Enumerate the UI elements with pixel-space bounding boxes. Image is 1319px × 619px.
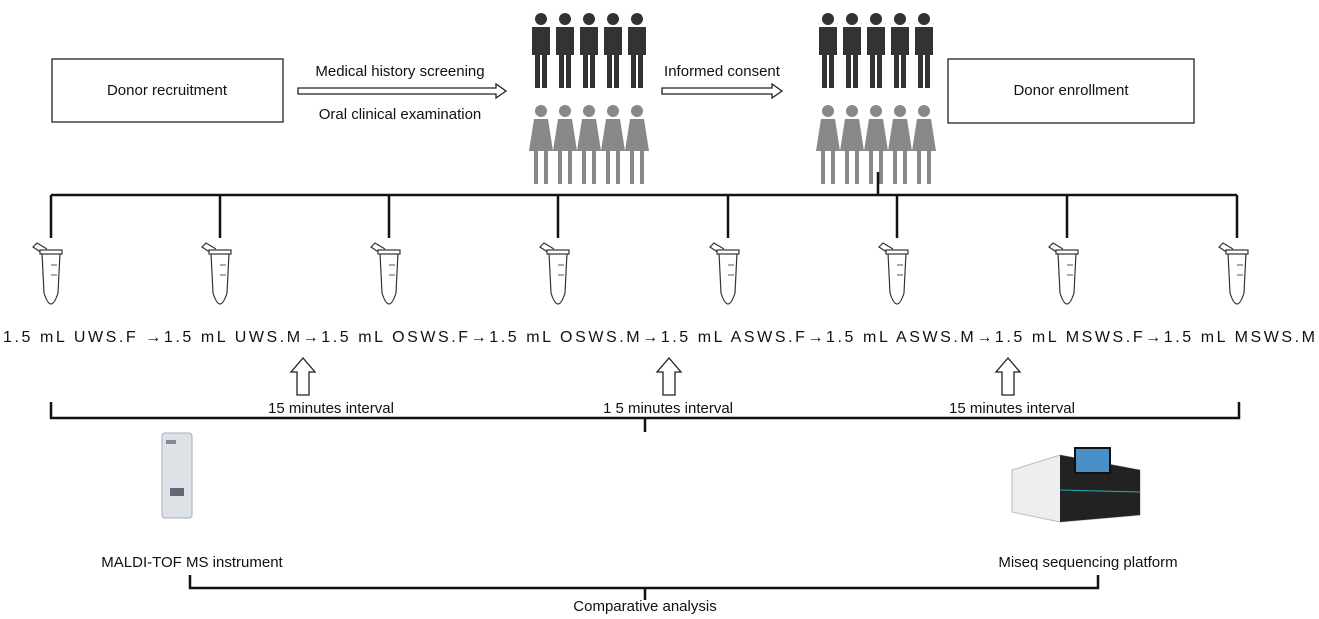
arrow [661, 82, 784, 100]
people-icon [529, 13, 649, 184]
bracket [49, 172, 1239, 238]
interval: 1 5 minutes interval [603, 400, 733, 417]
maldi-icon [161, 432, 193, 519]
analysis: Comparative analysis [573, 598, 716, 614]
arrow [297, 82, 508, 100]
interval: 15 minutes interval [949, 400, 1075, 417]
enrollment-box [947, 58, 1195, 124]
maldi-label: MALDI-TOF MS instrument [101, 554, 283, 571]
bracket [188, 575, 1100, 600]
enrollment: Donor enrollment [1013, 82, 1129, 99]
bracket [49, 402, 1241, 432]
people-icon [816, 13, 936, 184]
miseq-label: Miseq sequencing platform [998, 554, 1177, 571]
consent: Informed consent [664, 63, 781, 80]
screening-bottom: Oral clinical examination [319, 106, 482, 123]
recruitment: Donor recruitment [107, 82, 228, 99]
recruitment-box [51, 58, 284, 123]
tubes [32, 242, 1249, 305]
screening-top: Medical history screening [315, 63, 484, 80]
miseq-icon [1011, 447, 1141, 523]
samples-line: 1.5 mL UWS.F →1.5 mL UWS.M→1.5 mL OSWS.F… [3, 329, 1315, 346]
up-arrows [289, 357, 1022, 396]
interval: 15 minutes interval [268, 400, 394, 417]
